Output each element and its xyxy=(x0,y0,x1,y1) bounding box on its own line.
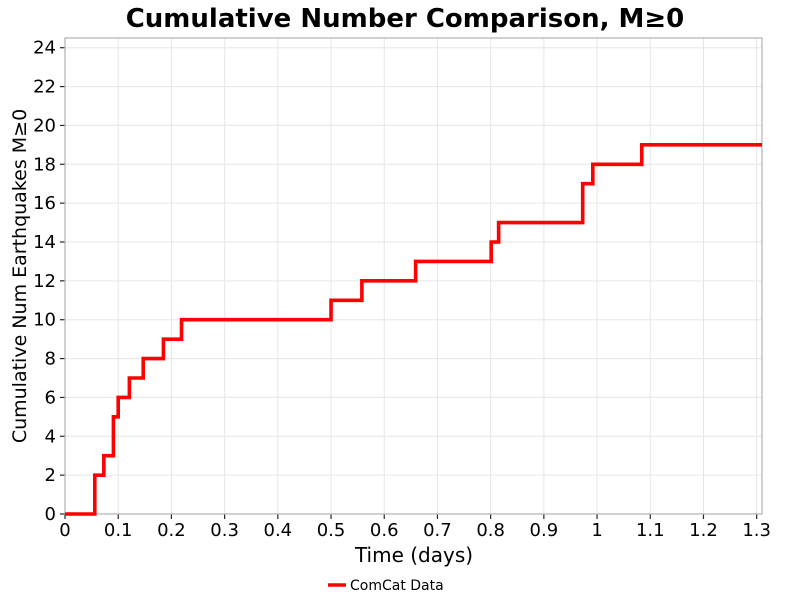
y-tick-label: 12 xyxy=(33,271,56,292)
x-tick-label: 1 xyxy=(591,520,602,541)
x-tick-label: 0 xyxy=(59,520,70,541)
x-tick-label: 1.2 xyxy=(689,520,718,541)
y-tick-label: 8 xyxy=(45,349,56,370)
grid-layer xyxy=(64,38,762,515)
y-tick-label: 18 xyxy=(33,154,56,175)
y-tick-label: 14 xyxy=(33,232,56,253)
x-tick-label: 1.1 xyxy=(636,520,665,541)
tick-label-layer: 0 0.1 0.2 0.3 0.4 0.5 0.6 0.7 0.8 0.9 1 1.1 1.2 1.3 0 2… xyxy=(33,38,771,541)
y-tick-label: 22 xyxy=(33,77,56,98)
legend-label: ComCat Data xyxy=(350,578,444,594)
x-tick-label: 0.7 xyxy=(423,520,452,541)
x-tick-label: 0.5 xyxy=(317,520,346,541)
x-tick-label: 0.4 xyxy=(264,520,293,541)
x-tick-label: 0.2 xyxy=(157,520,186,541)
x-axis-label: Time (days) xyxy=(354,543,473,567)
x-tick-label: 0.9 xyxy=(530,520,559,541)
x-tick-label: 0.8 xyxy=(476,520,505,541)
y-tick-label: 10 xyxy=(33,310,56,331)
x-tick-label: 0.6 xyxy=(370,520,399,541)
x-tick-label: 0.1 xyxy=(104,520,133,541)
y-tick-label: 4 xyxy=(45,426,56,447)
y-tick-label: 0 xyxy=(45,504,56,525)
y-axis-label: Cumulative Num Earthquakes M≥0 xyxy=(9,109,31,443)
chart-title: Cumulative Number Comparison, M≥0 xyxy=(126,4,685,34)
y-tick-label: 6 xyxy=(45,387,56,408)
plot-frame xyxy=(64,37,763,515)
legend: ComCat Data xyxy=(328,578,444,594)
x-tick-label: 0.3 xyxy=(210,520,239,541)
comcat-step-line xyxy=(65,143,762,516)
y-tick-label: 24 xyxy=(33,38,56,59)
x-tick-label: 1.3 xyxy=(742,520,771,541)
y-tick-label: 16 xyxy=(33,193,56,214)
y-tick-label: 20 xyxy=(33,115,56,136)
tick-layer xyxy=(60,47,758,519)
y-tick-label: 2 xyxy=(45,465,56,486)
